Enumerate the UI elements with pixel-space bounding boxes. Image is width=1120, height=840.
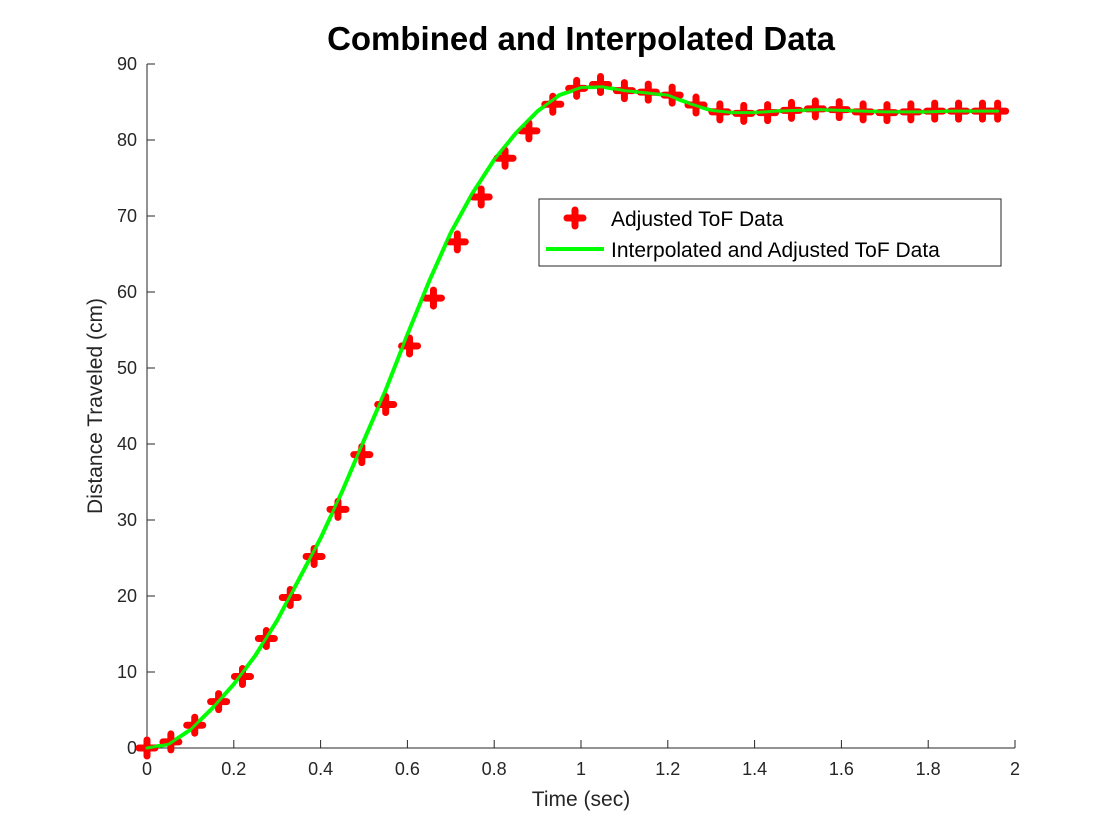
data-point-marker bbox=[563, 206, 587, 230]
y-tick-label: 50 bbox=[117, 358, 137, 378]
x-tick-label: 1.2 bbox=[655, 759, 680, 779]
y-tick-label: 80 bbox=[117, 130, 137, 150]
legend-label-adjusted: Adjusted ToF Data bbox=[611, 208, 784, 231]
interpolated-line-overlay bbox=[145, 85, 1000, 750]
x-tick-label: 1 bbox=[576, 759, 586, 779]
plot-area: 0 0.2 0.4 0.6 0.8 1 1.2 1.4 1.6 1.8 2 0 10 20 30 40 50 6… bbox=[117, 54, 1020, 779]
y-tick-label: 10 bbox=[117, 662, 137, 682]
y-tick-label: 30 bbox=[117, 510, 137, 530]
y-tick-label: 90 bbox=[117, 54, 137, 74]
x-tick-label: 0.6 bbox=[395, 759, 420, 779]
y-tick-label: 60 bbox=[117, 282, 137, 302]
y-tick-label: 20 bbox=[117, 586, 137, 606]
x-ticks: 0 0.2 0.4 0.6 0.8 1 1.2 1.4 1.6 1.8 2 bbox=[142, 740, 1020, 779]
x-tick-label: 2 bbox=[1010, 759, 1020, 779]
x-tick-label: 0 bbox=[142, 759, 152, 779]
x-tick-label: 0.2 bbox=[221, 759, 246, 779]
legend-label-interpolated: Interpolated and Adjusted ToF Data bbox=[611, 239, 940, 262]
x-tick-label: 0.4 bbox=[308, 759, 333, 779]
y-tick-label: 40 bbox=[117, 434, 137, 454]
x-axis-label: Time (sec) bbox=[532, 788, 630, 811]
data-point-marker bbox=[517, 119, 541, 143]
legend: Adjusted ToF Data Interpolated and Adjus… bbox=[538, 198, 1002, 267]
x-tick-label: 1.4 bbox=[742, 759, 767, 779]
axes-box bbox=[147, 64, 1015, 748]
y-tick-label: 70 bbox=[117, 206, 137, 226]
x-tick-label: 1.6 bbox=[829, 759, 854, 779]
y-axis-label: Distance Traveled (cm) bbox=[84, 298, 107, 514]
x-tick-label: 1.8 bbox=[916, 759, 941, 779]
legend-box bbox=[538, 198, 1002, 267]
x-tick-label: 0.8 bbox=[482, 759, 507, 779]
data-point-marker bbox=[589, 73, 613, 97]
data-point-marker bbox=[445, 230, 469, 254]
data-point-marker bbox=[493, 146, 517, 170]
chart-title: Combined and Interpolated Data bbox=[327, 20, 836, 57]
y-ticks: 0 10 20 30 40 50 60 70 80 90 bbox=[117, 54, 155, 758]
data-point-marker bbox=[469, 185, 493, 209]
legend-marker-adjusted bbox=[563, 206, 587, 230]
data-point-marker bbox=[421, 286, 445, 310]
series-adjusted-markers bbox=[135, 73, 1010, 760]
y-tick-label: 0 bbox=[127, 738, 137, 758]
